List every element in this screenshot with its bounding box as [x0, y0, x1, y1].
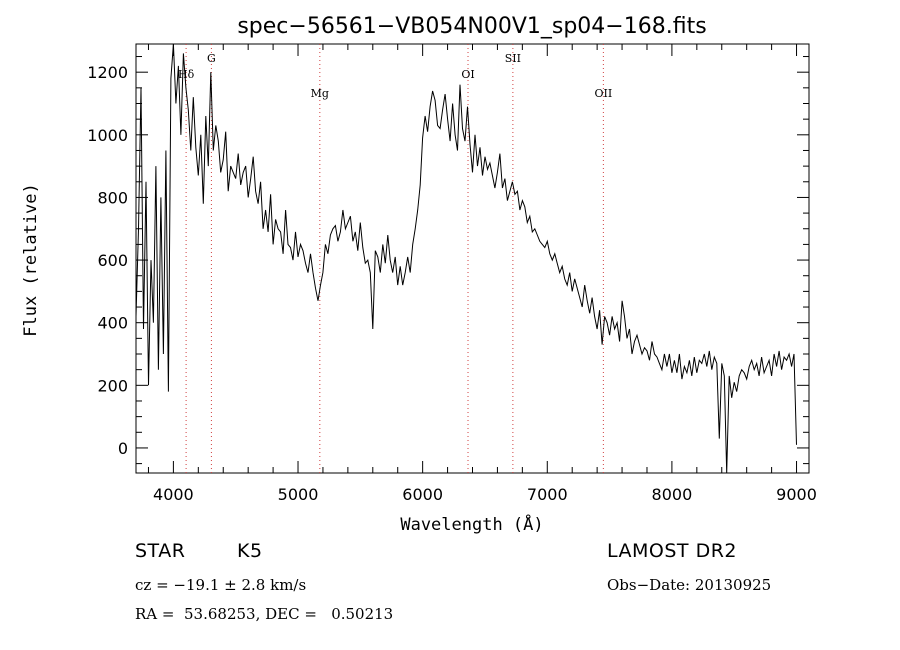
tick-labels: 4000 5000 6000 7000 8000 9000 0 200 400 600 800 100… — [87, 63, 817, 504]
line-label: OII — [595, 87, 613, 100]
x-tick-label: 7000 — [527, 485, 568, 504]
axis-ticks — [136, 44, 809, 473]
object-class: STAR — [135, 540, 186, 562]
y-tick-label: 800 — [97, 188, 128, 207]
plot-border — [135, 43, 810, 474]
y-tick-label: 600 — [97, 251, 128, 270]
survey-name: LAMOST DR2 — [607, 540, 737, 562]
y-tick-label: 1200 — [87, 63, 128, 82]
y-tick-label: 1000 — [87, 126, 128, 145]
y-tick-label: 200 — [97, 376, 128, 395]
x-tick-label: 5000 — [278, 485, 319, 504]
y-axis-label: Flux (relative) — [21, 183, 41, 337]
coordinates: RA = 53.68253, DEC = 0.50213 — [135, 605, 394, 623]
spectrum-line — [135, 43, 797, 474]
redshift-info: cz = −19.1 ± 2.8 km/s — [135, 576, 307, 594]
line-label: Mg — [311, 87, 329, 100]
line-label: SII — [505, 52, 521, 65]
line-label: Hδ — [178, 68, 195, 81]
plot-frame — [135, 43, 810, 474]
line-label: G — [207, 52, 216, 65]
chart-title: spec−56561−VB054N00V1_sp04−168.fits — [237, 14, 706, 39]
observation-date: Obs−Date: 20130925 — [607, 576, 772, 594]
x-tick-label: 9000 — [776, 485, 817, 504]
y-tick-label: 400 — [97, 314, 128, 333]
x-tick-label: 4000 — [153, 485, 194, 504]
x-axis-label: Wavelength (Å) — [400, 513, 543, 535]
object-subclass: K5 — [237, 540, 263, 562]
y-tick-label: 0 — [118, 439, 128, 458]
line-label: OI — [461, 68, 474, 81]
emission-line-labels: Hδ G Mg OI SII OII — [178, 52, 612, 100]
x-tick-label: 6000 — [402, 485, 443, 504]
x-tick-label: 8000 — [652, 485, 693, 504]
